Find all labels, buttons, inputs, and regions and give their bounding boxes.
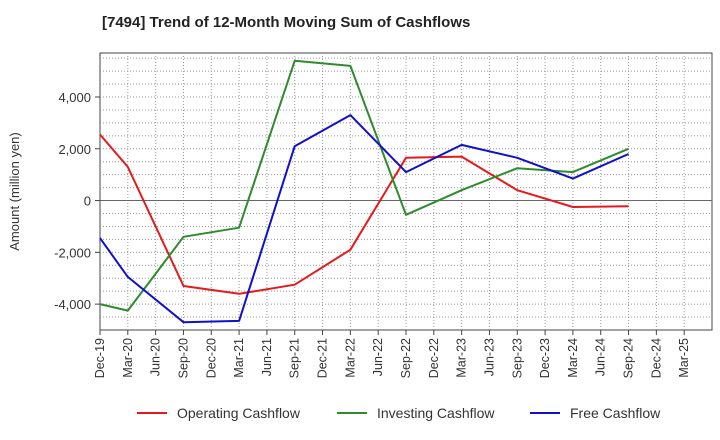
x-tick-label: Jun-24 — [594, 338, 608, 376]
x-tick-label: Mar-21 — [232, 338, 246, 378]
x-tick-label: Sep-24 — [622, 338, 636, 378]
y-tick-label: -2,000 — [54, 245, 91, 260]
x-tick-label: Dec-21 — [316, 338, 330, 378]
chart-title: [7494] Trend of 12-Month Moving Sum of C… — [102, 14, 471, 31]
y-tick-label: 2,000 — [58, 142, 91, 157]
x-tick-label: Jun-20 — [149, 338, 163, 376]
legend-label-investing: Investing Cashflow — [377, 405, 495, 421]
x-tick-label: Sep-23 — [510, 338, 524, 378]
legend-item-operating: Operating Cashflow — [137, 405, 300, 421]
x-tick-label: Sep-21 — [288, 338, 302, 378]
legend-item-investing: Investing Cashflow — [337, 405, 495, 421]
x-tick-label: Mar-22 — [343, 338, 357, 378]
series-line-free-cashflow — [99, 114, 629, 324]
x-tick-label: Dec-22 — [427, 338, 441, 378]
x-tick-label: Sep-20 — [176, 338, 190, 378]
legend-swatch-free — [530, 412, 560, 414]
x-tick-label: Mar-24 — [566, 338, 580, 378]
x-tick-label: Sep-22 — [399, 338, 413, 378]
x-tick-label: Jun-21 — [260, 338, 274, 376]
x-tick-label: Mar-25 — [677, 338, 691, 378]
x-tick-label: Dec-24 — [649, 338, 663, 378]
y-tick-label: 0 — [84, 194, 91, 209]
series-line-operating-cashflow — [99, 133, 629, 295]
legend-label-operating: Operating Cashflow — [177, 405, 300, 421]
x-tick-label: Mar-23 — [455, 338, 469, 378]
legend-label-free: Free Cashflow — [570, 405, 661, 421]
y-tick-label: -4,000 — [54, 297, 91, 312]
x-tick-label: Jun-22 — [371, 338, 385, 376]
y-axis-label: Amount (million yen) — [7, 132, 22, 251]
legend-swatch-investing — [337, 412, 367, 414]
x-tick-label: Dec-19 — [93, 338, 107, 378]
x-tick-label: Dec-23 — [538, 338, 552, 378]
x-tick-label: Dec-20 — [204, 338, 218, 378]
x-tick-label: Mar-20 — [121, 338, 135, 378]
y-tick-label: 4,000 — [58, 90, 91, 105]
legend-swatch-operating — [137, 412, 167, 414]
series-line-investing-cashflow — [99, 59, 629, 312]
legend: Operating Cashflow Investing Cashflow Fr… — [0, 405, 720, 425]
x-tick-label: Jun-23 — [482, 338, 496, 376]
legend-item-free: Free Cashflow — [530, 405, 660, 421]
